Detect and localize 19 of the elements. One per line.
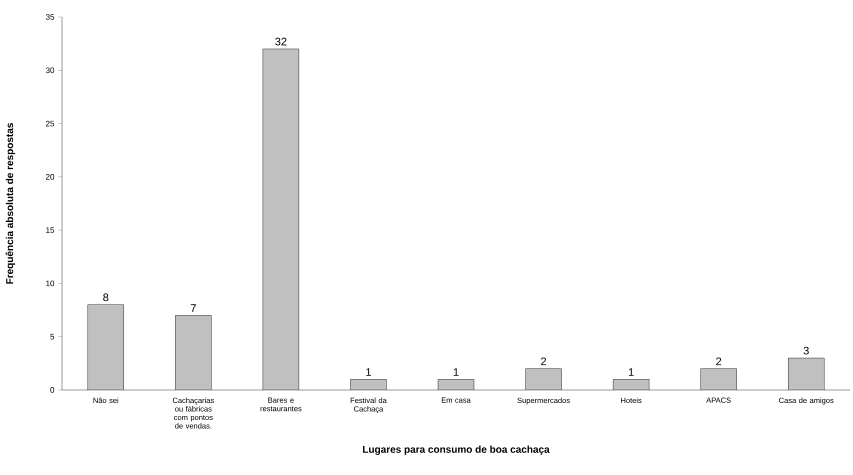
data-label: 1 [628, 368, 634, 376]
y-tick-label: 0 [50, 387, 54, 393]
data-label: 3 [804, 346, 809, 354]
y-axis-title: Frequência absoluta de respostas [6, 123, 16, 284]
y-tick-label: 15 [46, 227, 54, 233]
y-tick-label: 5 [50, 334, 54, 340]
x-axis-title: Lugares para consumo de boa cachaça [363, 446, 550, 455]
y-tick-label: 30 [46, 67, 54, 74]
y-tick-label: 20 [46, 174, 54, 180]
y-tick-label: 25 [46, 120, 54, 126]
y-tick-label: 10 [46, 280, 54, 286]
data-label: 8 [103, 293, 108, 302]
data-label: 2 [716, 357, 722, 366]
y-tick-label: 35 [46, 14, 54, 20]
data-label: 1 [454, 368, 459, 376]
data-label: 1 [366, 368, 371, 376]
data-label: 2 [541, 357, 546, 366]
data-label: 32 [275, 38, 286, 46]
data-label: 7 [190, 304, 196, 312]
